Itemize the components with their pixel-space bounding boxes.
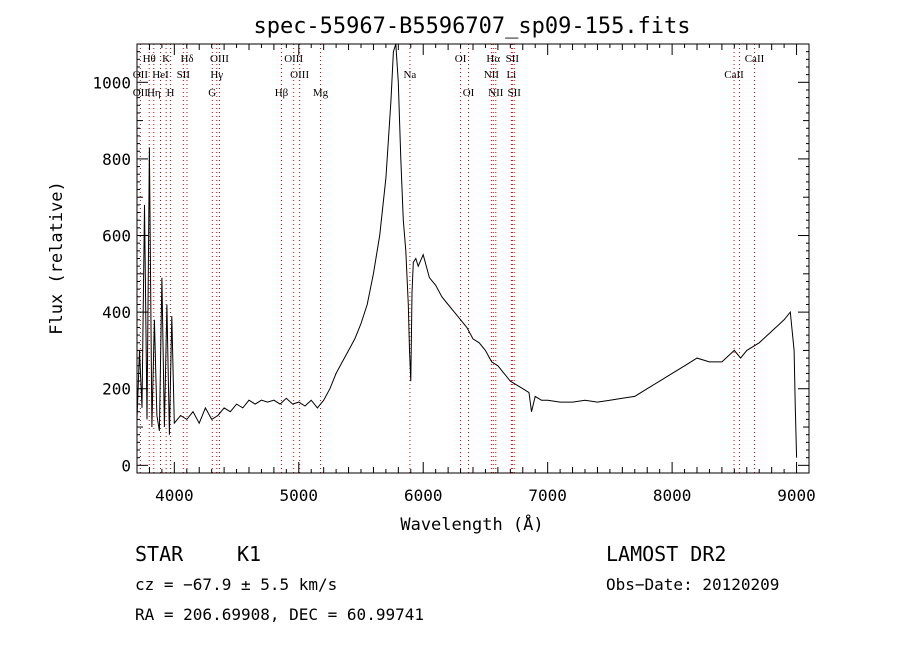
line-label: Hδ [180,53,193,65]
y-tick-label: 600 [102,227,131,246]
line-label: SII [507,87,521,99]
x-tick-label: 6000 [404,486,443,505]
line-label: OII [133,69,149,81]
object-class: STAR [135,542,184,566]
line-label: G [208,87,216,99]
line-label: Hβ [275,87,289,99]
line-label: K [162,53,170,65]
x-axis: 4000 5000 6000 7000 8000 9000 [148,44,816,505]
sky-coordinates: RA = 206.69908, DEC = 60.99741 [135,605,424,624]
line-label: Na [403,69,416,81]
line-label: OI [463,87,475,99]
x-tick-label: 8000 [653,486,692,505]
object-subclass: K1 [237,542,261,566]
x-tick-label: 5000 [280,486,319,505]
line-label: SII [177,69,191,81]
x-axis-label: Wavelength (Å) [400,513,543,535]
line-label: Hη [147,87,161,99]
line-label: NII [484,69,500,81]
redshift-cz: cz = −67.9 ± 5.5 km/s [135,575,337,594]
line-label: H [166,87,174,99]
line-label: Hγ [210,69,223,81]
x-tick-label: 9000 [777,486,816,505]
spectrum-line [136,43,798,458]
line-label: CaII [745,53,765,65]
observation-date: Obs−Date: 20120209 [606,575,779,594]
line-label: OIII [210,53,229,65]
line-label: Mg [313,87,329,99]
line-label: CaII [724,69,744,81]
y-tick-label: 0 [121,456,131,475]
y-tick-label: 200 [102,380,131,399]
line-label: Li [506,69,516,81]
y-axis: 0 200 400 600 800 1000 [92,43,809,475]
y-tick-label: 1000 [92,73,131,92]
line-label: OIII [290,69,309,81]
line-label: Hα [486,53,500,65]
survey-name: LAMOST DR2 [606,542,726,566]
line-label: OIII [284,53,303,65]
x-tick-label: 4000 [155,486,194,505]
y-tick-label: 400 [102,303,131,322]
y-tick-label: 800 [102,150,131,169]
line-label: OI [455,53,467,65]
line-label: HeI [152,69,169,81]
chart-title: spec-55967-B5596707_sp09-155.fits [253,14,690,39]
line-label: SII [506,53,520,65]
line-label: NII [488,87,504,99]
plot-frame [136,43,810,474]
line-label: Hθ [143,53,156,65]
x-tick-label: 7000 [528,486,567,505]
y-axis-label: Flux (relative) [47,181,67,335]
